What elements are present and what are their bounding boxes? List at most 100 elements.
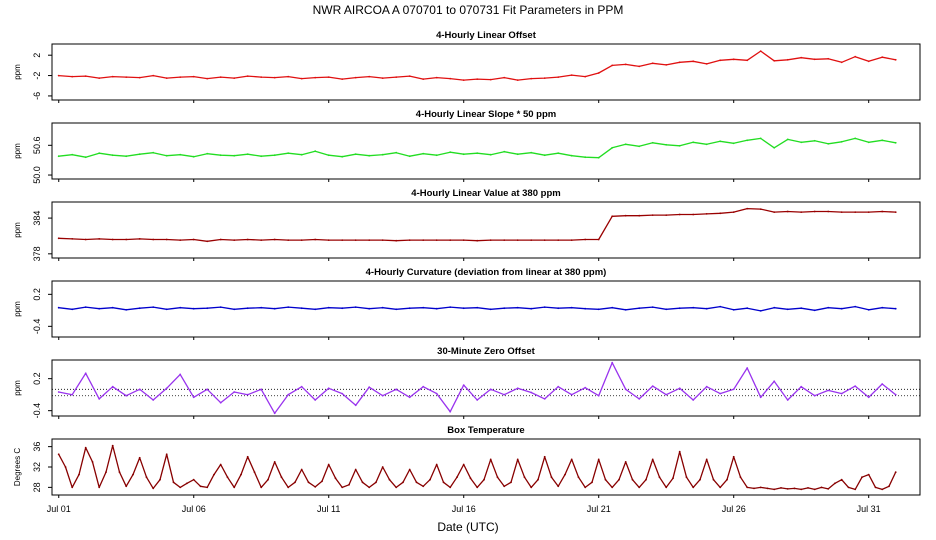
- data-point: [570, 306, 573, 309]
- data-point: [165, 387, 168, 390]
- data-point: [449, 239, 452, 242]
- data-point: [746, 367, 749, 369]
- figure-title: NWR AIRCOA A 070701 to 070731 Fit Parame…: [313, 3, 624, 17]
- data-point: [584, 386, 587, 389]
- data-point: [435, 463, 438, 466]
- data-point: [138, 238, 141, 240]
- data-point: [422, 306, 425, 309]
- data-point: [550, 476, 553, 479]
- data-point: [678, 61, 681, 64]
- data-point: [462, 307, 465, 310]
- data-point: [300, 307, 303, 310]
- data-point: [327, 387, 330, 390]
- data-point: [678, 450, 681, 453]
- y-tick-label: -0.4: [32, 319, 42, 335]
- data-point: [516, 458, 519, 461]
- y-tick-label: -2: [32, 72, 42, 80]
- data-point: [246, 75, 249, 77]
- data-point: [854, 211, 857, 214]
- data-point: [300, 239, 303, 242]
- data-point: [834, 482, 836, 485]
- data-point: [442, 481, 445, 484]
- data-point: [800, 211, 803, 214]
- data-point: [719, 140, 722, 143]
- panel-title: 4-Hourly Linear Slope * 50 ppm: [416, 109, 556, 120]
- data-point: [327, 463, 330, 466]
- data-point: [820, 486, 823, 489]
- data-point: [219, 463, 222, 466]
- data-point: [570, 239, 573, 242]
- data-point: [91, 461, 94, 463]
- data-point: [395, 308, 398, 311]
- data-point: [584, 486, 587, 489]
- data-point: [584, 238, 587, 241]
- data-point: [226, 476, 229, 479]
- data-point: [125, 308, 128, 311]
- data-point: [469, 477, 472, 480]
- data-point: [408, 155, 411, 158]
- data-point: [476, 306, 479, 309]
- data-point: [516, 387, 519, 390]
- data-point: [341, 78, 344, 80]
- data-point: [780, 487, 782, 489]
- data-point: [84, 372, 87, 375]
- data-point: [307, 481, 310, 484]
- data-point: [793, 487, 796, 490]
- data-point: [483, 478, 485, 481]
- data-point: [381, 394, 384, 397]
- data-point: [516, 239, 519, 242]
- data-point: [71, 238, 74, 240]
- y-tick-label: 32: [32, 462, 42, 472]
- data-point: [300, 385, 303, 388]
- data-point: [543, 398, 546, 400]
- data-point: [800, 488, 803, 491]
- data-point: [678, 307, 681, 310]
- data-point: [111, 154, 114, 157]
- data-point: [327, 239, 330, 242]
- data-point: [665, 64, 668, 66]
- data-point: [300, 153, 303, 156]
- data-point: [206, 307, 209, 310]
- data-point: [611, 146, 614, 149]
- y-tick-label: -0.4: [32, 403, 42, 419]
- data-point: [179, 306, 182, 309]
- data-point: [287, 75, 290, 78]
- data-point: [584, 156, 587, 159]
- panel-frame: [51, 280, 921, 338]
- data-point: [894, 211, 897, 214]
- data-point: [111, 306, 114, 309]
- data-point: [84, 75, 87, 77]
- data-point: [807, 487, 809, 489]
- data-point: [624, 143, 627, 146]
- data-point: [827, 210, 830, 213]
- data-point: [584, 75, 587, 78]
- data-point: [152, 487, 155, 490]
- data-point: [341, 307, 344, 310]
- data-point: [132, 473, 134, 476]
- data-point: [233, 308, 236, 311]
- data-point: [503, 393, 506, 396]
- data-point: [678, 387, 681, 390]
- data-point: [71, 75, 74, 78]
- data-point: [280, 476, 283, 479]
- y-tick-label: 28: [32, 482, 42, 492]
- data-point: [840, 307, 843, 310]
- data-point: [638, 486, 641, 489]
- data-point: [98, 486, 101, 489]
- data-point: [759, 310, 762, 312]
- data-point: [273, 76, 276, 79]
- data-point: [746, 59, 749, 62]
- data-point: [570, 393, 573, 396]
- data-point: [71, 308, 74, 311]
- data-point: [422, 152, 425, 155]
- data-point: [233, 486, 236, 489]
- data-point: [813, 309, 816, 312]
- data-point: [503, 485, 506, 488]
- data-point: [773, 306, 776, 309]
- data-point: [564, 473, 566, 476]
- data-point: [854, 488, 857, 491]
- data-point: [692, 399, 695, 401]
- panel-title: Box Temperature: [447, 425, 524, 436]
- data-point: [422, 78, 425, 80]
